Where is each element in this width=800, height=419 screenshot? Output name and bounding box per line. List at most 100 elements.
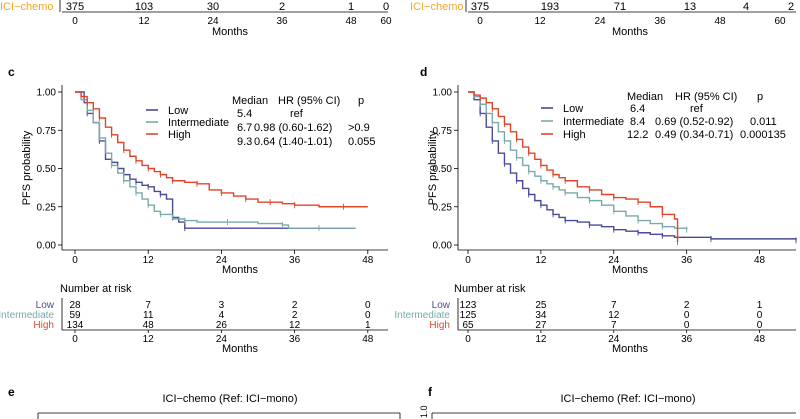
top-right-val-3: 13 bbox=[684, 1, 696, 13]
risk-tick-label-c: 12 bbox=[143, 334, 155, 345]
panel-d-risk-ticks: 0 12 24 36 48 bbox=[465, 330, 766, 345]
top-left-val-5: 0 bbox=[383, 1, 389, 13]
risk-value-c: 48 bbox=[143, 320, 155, 331]
risk-value-d: 0 bbox=[684, 320, 690, 331]
top-left-tick-3: 36 bbox=[276, 16, 288, 27]
risk-value-d: 7 bbox=[611, 300, 617, 311]
panel-d: d PFS probability Months 0.00 0.25 0.50 0.7… bbox=[394, 65, 797, 355]
panel-e-title: ICI−chemo (Ref: ICI−mono) bbox=[162, 393, 297, 405]
panel-d-risk-row-high: High bbox=[429, 320, 450, 331]
panel-c-xtick-label: 36 bbox=[289, 255, 301, 266]
top-left-xlabel: Months bbox=[212, 26, 249, 38]
risk-tick-label-c: 48 bbox=[362, 334, 374, 345]
panel-c-p-int: >0.9 bbox=[348, 122, 370, 134]
risk-value-d: 34 bbox=[535, 310, 547, 321]
panel-d-risk-row-low: Low bbox=[432, 300, 451, 311]
top-right-tick-1: 12 bbox=[534, 16, 546, 27]
top-left-val-4: 1 bbox=[348, 1, 354, 13]
risk-value-d: 123 bbox=[460, 300, 477, 311]
panel-c-median-low: 5.4 bbox=[237, 108, 252, 120]
risk-value-d: 27 bbox=[535, 320, 547, 331]
panel-d-ytick-label: 0.50 bbox=[433, 164, 453, 175]
risk-value-c: 12 bbox=[289, 320, 301, 331]
panel-c-xtick-label: 0 bbox=[72, 255, 78, 266]
risk-value-c: 0 bbox=[365, 300, 371, 311]
risk-value-d: 12 bbox=[608, 310, 620, 321]
panel-c-ytick-label: 0.25 bbox=[37, 202, 57, 213]
top-right-val-4: 4 bbox=[743, 1, 749, 13]
panel-c-ylabel: PFS probability bbox=[21, 130, 33, 205]
km-curve-c-low bbox=[75, 91, 356, 229]
panel-c-hr-int: 0.98 (0.60-1.62) bbox=[254, 122, 332, 134]
risk-value-d: 7 bbox=[611, 320, 617, 331]
panel-d-p-int: 0.011 bbox=[750, 116, 777, 128]
risk-value-c: 28 bbox=[69, 300, 81, 311]
panel-d-xticks: 0 12 24 36 48 bbox=[465, 250, 766, 266]
top-right-xlabel: Months bbox=[612, 26, 649, 38]
panel-d-ytick-label: 0.25 bbox=[433, 202, 453, 213]
panel-d-hr-int: 0.69 (0.52-0.92) bbox=[655, 116, 733, 128]
legend-d-high-label: High bbox=[563, 129, 586, 141]
risk-value-c: 1 bbox=[365, 320, 371, 331]
panel-d-median-header: Median bbox=[627, 91, 663, 103]
risk-tick-label-d: 12 bbox=[535, 334, 547, 345]
panel-d-xtick-label: 0 bbox=[465, 255, 471, 266]
panel-d-risk-xlabel: Months bbox=[612, 343, 649, 355]
panel-c-p-high: 0.055 bbox=[348, 136, 376, 148]
top-left-val-1: 103 bbox=[135, 1, 153, 13]
top-right-val-5: 2 bbox=[788, 1, 794, 13]
panel-e: e ICI−chemo (Ref: ICI−mono) bbox=[8, 385, 401, 419]
panel-c-hr-high: 0.64 (1.40-1.01) bbox=[254, 136, 332, 148]
top-left-tick-0: 0 bbox=[72, 16, 78, 27]
top-right-val-0: 375 bbox=[471, 1, 489, 13]
risk-value-d: 0 bbox=[684, 310, 690, 321]
panel-f-letter: f bbox=[428, 385, 433, 399]
panel-d-median-high: 12.2 bbox=[627, 129, 648, 141]
risk-value-d: 2 bbox=[684, 300, 690, 311]
panel-c-risk-row-low: Low bbox=[36, 300, 55, 311]
panel-d-ytick-label: 1.00 bbox=[433, 88, 453, 99]
risk-value-c: 4 bbox=[219, 310, 225, 321]
risk-tick-label-d: 0 bbox=[465, 334, 471, 345]
top-left-val-3: 2 bbox=[279, 1, 285, 13]
legend-c-high-label: High bbox=[168, 129, 191, 141]
risk-value-c: 0 bbox=[365, 310, 371, 321]
panel-d-median-int: 8.4 bbox=[630, 116, 645, 128]
panel-d-risk-row-int: Intermediate bbox=[394, 310, 450, 321]
panel-d-ytick-label: 0.00 bbox=[433, 241, 453, 252]
panel-c-ytick-label: 0.50 bbox=[37, 164, 57, 175]
panel-c-letter: c bbox=[8, 65, 15, 79]
risk-tick-label-c: 0 bbox=[72, 334, 78, 345]
panel-c-ytick-label: 0.75 bbox=[37, 126, 57, 137]
panel-c-median-high: 9.3 bbox=[237, 136, 252, 148]
top-right-row-label: ICI−chemo bbox=[410, 1, 464, 13]
risk-value-d: 0 bbox=[757, 320, 763, 331]
panel-d-xtick-label: 48 bbox=[754, 255, 766, 266]
panel-d-p-header: p bbox=[757, 91, 763, 103]
panel-d-median-low: 6.4 bbox=[630, 103, 645, 115]
panel-d-p-high: 0.000135 bbox=[740, 129, 786, 141]
panel-c-hr-header: HR (95% CI) bbox=[278, 95, 340, 107]
top-left-val-0: 375 bbox=[66, 1, 84, 13]
panel-c-p-header: p bbox=[358, 95, 364, 107]
panel-c-risk-row-high: High bbox=[33, 320, 54, 331]
panel-f-title: ICI−chemo (Ref: ICI−mono) bbox=[560, 393, 695, 405]
panel-c-xtick-label: 12 bbox=[143, 255, 155, 266]
risk-value-d: 0 bbox=[757, 310, 763, 321]
panel-c-median-int: 6.7 bbox=[237, 122, 252, 134]
top-left-tick-5: 60 bbox=[380, 16, 392, 27]
top-left-tick-2: 24 bbox=[207, 16, 219, 27]
panel-c-ytick-label: 0.00 bbox=[37, 241, 57, 252]
panel-d-risk-title: Number at risk bbox=[454, 283, 526, 295]
risk-value-d: 25 bbox=[535, 300, 547, 311]
panel-d-curves bbox=[468, 91, 797, 245]
panel-d-yticks: 0.00 0.25 0.50 0.75 1.00 bbox=[433, 88, 458, 252]
risk-value-d: 1 bbox=[757, 300, 763, 311]
panel-d-letter: d bbox=[420, 65, 427, 79]
top-right-tick-4: 48 bbox=[714, 16, 726, 27]
panel-d-ylabel: PFS probability bbox=[427, 130, 439, 205]
panel-d-xlabel: Months bbox=[612, 264, 649, 276]
risk-tick-label-d: 24 bbox=[608, 334, 620, 345]
legend-d-int-label: Intermediate bbox=[563, 116, 624, 128]
panel-e-letter: e bbox=[8, 385, 15, 399]
